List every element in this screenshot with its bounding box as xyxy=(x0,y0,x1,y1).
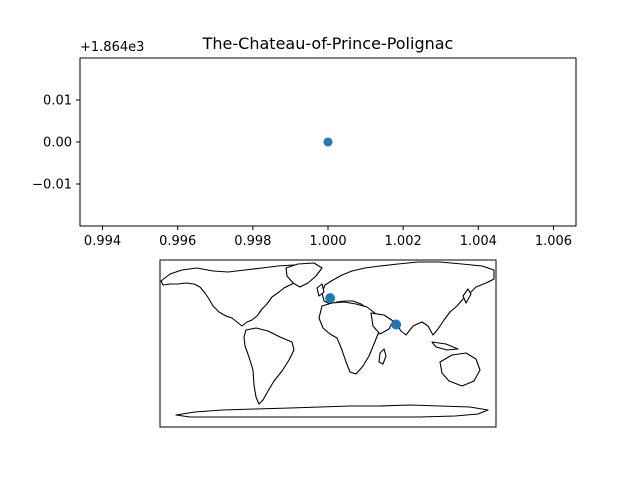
x-tick-label: 1.002 xyxy=(385,234,422,249)
chart-title: The-Chateau-of-Prince-Polignac xyxy=(202,34,454,53)
island-madagascar xyxy=(378,348,387,365)
island-japan xyxy=(462,288,472,304)
map-frame xyxy=(159,259,497,428)
y-tick-label: 0.01 xyxy=(43,94,72,109)
world-map xyxy=(159,259,497,428)
islands-indonesia xyxy=(431,341,459,351)
map-points xyxy=(325,293,402,330)
x-tick-label: 0.998 xyxy=(234,234,271,249)
coastlines xyxy=(160,261,495,418)
continent-australia xyxy=(439,352,481,387)
continent-antarctica xyxy=(175,404,489,418)
island-britain xyxy=(316,283,325,297)
y-axis-ticks: 0.01 0.00 −0.01 xyxy=(32,94,80,193)
map-location-marker xyxy=(325,293,336,304)
x-tick-label: 1.006 xyxy=(535,234,572,249)
continent-south-america xyxy=(243,327,295,405)
x-tick-label: 0.994 xyxy=(84,234,121,249)
x-tick-label: 1.000 xyxy=(309,234,346,249)
scatter-points xyxy=(323,137,333,147)
x-axis-ticks: 0.994 0.996 0.998 1.000 1.002 1.004 1.006 xyxy=(84,226,572,249)
x-tick-label: 1.004 xyxy=(460,234,497,249)
continent-north-america xyxy=(160,264,314,327)
continent-africa xyxy=(318,301,384,375)
y-tick-label: −0.01 xyxy=(32,178,72,193)
y-offset-label: +1.864e3 xyxy=(80,40,144,55)
y-tick-label: 0.00 xyxy=(43,136,72,151)
map-location-marker xyxy=(391,319,402,330)
x-tick-label: 0.996 xyxy=(159,234,196,249)
continent-greenland xyxy=(285,262,323,288)
peninsula-arabia xyxy=(370,312,394,335)
scatter-axes: The-Chateau-of-Prince-Polignac +1.864e3 … xyxy=(32,34,577,249)
scatter-point xyxy=(323,137,333,147)
